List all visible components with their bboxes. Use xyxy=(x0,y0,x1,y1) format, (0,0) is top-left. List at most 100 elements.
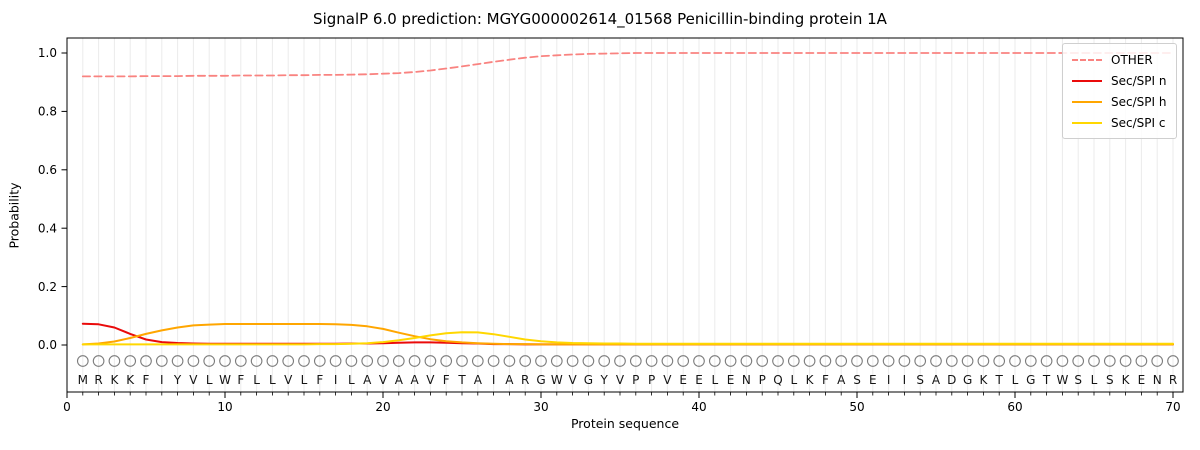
residue-marker-icon xyxy=(566,355,579,367)
residue-letter: I xyxy=(160,373,164,387)
legend: OTHER Sec/SPI n Sec/SPI h Sec/SPI c xyxy=(1062,43,1178,139)
residue-marker-icon xyxy=(440,355,453,367)
residue-letter: V xyxy=(379,373,388,387)
residue-marker-icon xyxy=(740,355,753,367)
residue-marker-icon xyxy=(282,355,295,367)
residue-marker-icon xyxy=(124,355,137,367)
residue-marker-icon xyxy=(898,355,911,367)
residue-marker-icon xyxy=(203,355,216,367)
residue-letter: F xyxy=(443,373,450,387)
residue-marker-icon xyxy=(171,355,184,367)
residue-marker-icon xyxy=(677,355,690,367)
residue-marker-icon xyxy=(1119,355,1132,367)
residue-letter: E xyxy=(695,373,703,387)
residue-marker-icon xyxy=(835,355,848,367)
residue-letter: R xyxy=(94,373,102,387)
residue-letter: K xyxy=(979,373,988,387)
residue-marker-icon xyxy=(803,355,816,367)
residue-letter: P xyxy=(648,373,655,387)
residue-letter: A xyxy=(395,373,404,387)
residue-letter: W xyxy=(219,373,231,387)
residue-letter: V xyxy=(663,373,672,387)
residue-marker-icon xyxy=(140,355,152,367)
legend-item-sec-spi-n: Sec/SPI n xyxy=(1072,70,1166,91)
residue-letter: G xyxy=(1026,373,1035,387)
residue-letter: Y xyxy=(173,373,182,387)
residue-marker-icon xyxy=(977,355,990,367)
residue-letter: M xyxy=(78,373,88,387)
x-axis-label: Protein sequence xyxy=(570,416,680,431)
y-tick-label: 0.0 xyxy=(38,338,57,352)
residue-marker-icon xyxy=(882,355,895,367)
residue-letter: L xyxy=(301,373,308,387)
residue-marker-icon xyxy=(408,355,421,367)
residue-letter: I xyxy=(903,373,907,387)
residue-letter: A xyxy=(505,373,514,387)
residue-letter: R xyxy=(521,373,529,387)
residue-letter: S xyxy=(1074,373,1082,387)
y-tick-label: 0.6 xyxy=(38,163,57,177)
residue-marker-icon xyxy=(266,355,279,367)
residue-letter: L xyxy=(253,373,260,387)
residue-letter: L xyxy=(206,373,213,387)
solid-line-icon xyxy=(1072,100,1102,103)
solid-line-icon xyxy=(1072,79,1102,82)
y-tick-label: 0.4 xyxy=(38,221,57,235)
residue-letter: P xyxy=(632,373,639,387)
residue-letter: I xyxy=(887,373,891,387)
chart-title: SignalP 6.0 prediction: MGYG000002614_01… xyxy=(313,10,887,28)
residue-letter: K xyxy=(806,373,815,387)
residue-marker-icon xyxy=(1024,355,1037,367)
residue-letter: K xyxy=(1122,373,1131,387)
residue-letter: A xyxy=(410,373,419,387)
residue-marker-icon xyxy=(550,355,563,367)
residue-marker-icon xyxy=(250,355,263,367)
residue-letter: E xyxy=(727,373,735,387)
legend-label: OTHER xyxy=(1111,52,1153,67)
residue-letter: I xyxy=(334,373,338,387)
series-line-1 xyxy=(81,322,1174,346)
residue-marker-icon xyxy=(487,355,500,367)
series-line-2 xyxy=(81,323,1174,346)
residue-letter: F xyxy=(822,373,829,387)
residue-letter: G xyxy=(963,373,972,387)
x-tick-label: 30 xyxy=(533,400,548,414)
residue-marker-icon xyxy=(993,355,1006,367)
x-tick-label: 60 xyxy=(1007,400,1022,414)
residue-marker-icon xyxy=(724,355,737,367)
residue-letter: V xyxy=(426,373,435,387)
plot-border xyxy=(66,37,1184,393)
residue-letter: K xyxy=(110,373,119,387)
residue-letter: Q xyxy=(773,373,782,387)
residue-letter: E xyxy=(679,373,687,387)
residue-marker-icon xyxy=(1056,355,1069,367)
residue-marker-icon xyxy=(1072,355,1085,367)
residue-letter: G xyxy=(584,373,593,387)
residue-letter: V xyxy=(568,373,577,387)
residue-letter: S xyxy=(853,373,861,387)
residue-letter: P xyxy=(759,373,766,387)
x-tick-label: 0 xyxy=(63,400,71,414)
residue-marker-icon xyxy=(219,355,231,367)
residue-letter: K xyxy=(126,373,135,387)
residue-marker-icon xyxy=(661,355,674,367)
residue-marker-icon xyxy=(598,355,611,367)
residue-letter: T xyxy=(1042,373,1051,387)
legend-item-sec-spi-h: Sec/SPI h xyxy=(1072,91,1166,112)
series-line-3 xyxy=(81,331,1174,346)
residue-marker-icon xyxy=(930,355,942,367)
residue-marker-icon xyxy=(234,355,247,367)
residue-letter: R xyxy=(1169,373,1177,387)
solid-line-icon xyxy=(1072,121,1102,124)
y-tick-label: 0.2 xyxy=(38,280,57,294)
residue-marker-icon xyxy=(535,355,547,367)
residue-marker-icon xyxy=(1009,355,1021,367)
residue-letter: E xyxy=(869,373,877,387)
residue-marker-icon xyxy=(851,355,863,367)
residue-letter: V xyxy=(284,373,293,387)
residue-letter: A xyxy=(474,373,483,387)
residue-marker-icon xyxy=(945,355,958,367)
residue-marker-icon xyxy=(819,355,832,367)
residue-letter: F xyxy=(316,373,323,387)
